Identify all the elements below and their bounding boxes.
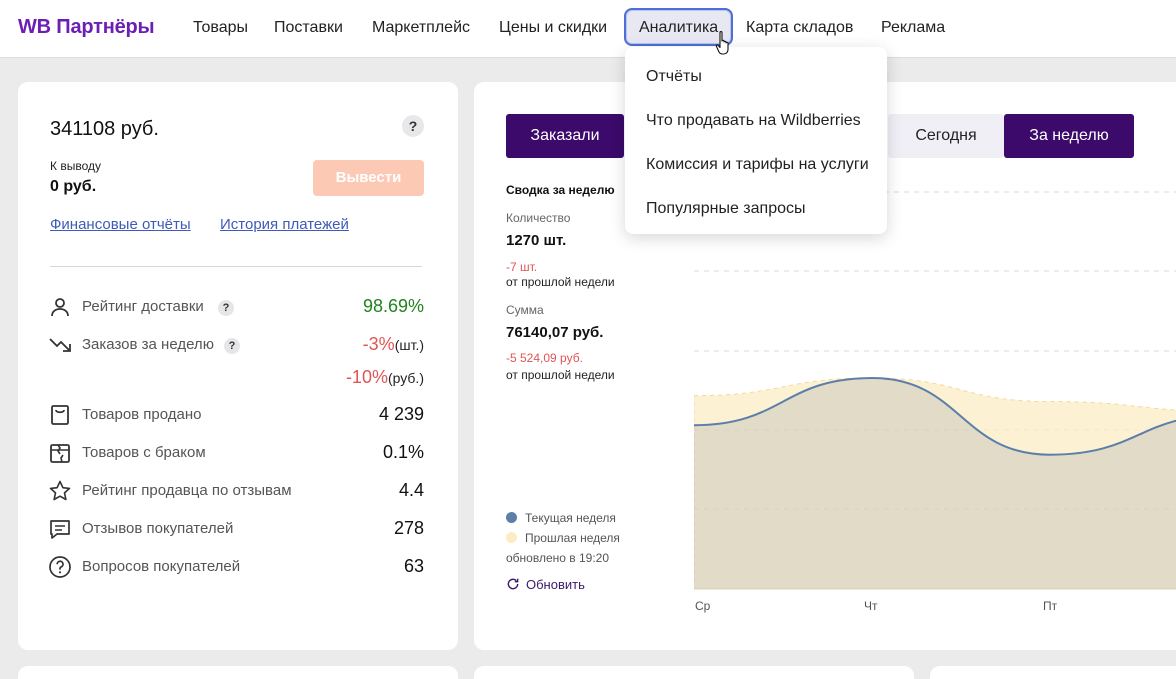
refresh-button[interactable]: Обновить bbox=[506, 577, 585, 592]
legend-previous-label: Прошлая неделя bbox=[525, 531, 620, 545]
sum-label: Сумма bbox=[506, 303, 544, 317]
stat-goods-sold: Товаров продано 4 239 bbox=[48, 403, 424, 429]
stat-delivery-rating: Рейтинг доставки ? 98.69% bbox=[48, 295, 424, 321]
refresh-icon bbox=[507, 578, 519, 590]
bag-icon bbox=[51, 405, 69, 425]
sum-note: от прошлой недели bbox=[506, 368, 615, 382]
count-delta: -7 шт. bbox=[506, 260, 538, 274]
stat-value: -3%(шт.) bbox=[363, 334, 424, 355]
menu-item-popular-queries[interactable]: Популярные запросы bbox=[646, 200, 806, 217]
trend-down-icon bbox=[49, 338, 71, 352]
analytics-dropdown-menu: Отчёты Что продавать на Wildberries Коми… bbox=[625, 47, 887, 234]
legend-current-label: Текущая неделя bbox=[525, 511, 616, 525]
withdraw-label: К выводу bbox=[50, 159, 101, 173]
menu-item-commission[interactable]: Комиссия и тарифы на услуги bbox=[646, 156, 869, 173]
withdraw-value: 0 руб. bbox=[50, 178, 97, 195]
top-nav-bar: WB Партнёры Товары Поставки Маркетплейс … bbox=[0, 0, 1176, 58]
comment-icon bbox=[50, 520, 70, 539]
menu-item-what-to-sell[interactable]: Что продавать на Wildberries bbox=[646, 112, 861, 129]
count-note: от прошлой недели bbox=[506, 275, 615, 289]
tab-today[interactable]: Сегодня bbox=[888, 114, 1004, 158]
orders-sum-delta: -10% bbox=[345, 367, 388, 387]
stat-seller-rating: Рейтинг продавца по отзывам 4.4 bbox=[48, 479, 424, 505]
nav-warehouse-map[interactable]: Карта складов bbox=[746, 19, 854, 36]
stat-label: Рейтинг доставки bbox=[82, 298, 204, 315]
balance-card: 341108 руб. ? К выводу 0 руб. Вывести Фи… bbox=[18, 82, 458, 650]
stat-value: -10%(руб.) bbox=[346, 367, 424, 388]
stat-defective-goods: Товаров с браком 0.1% bbox=[48, 441, 424, 467]
stat-weekly-orders: Заказов за неделю ? -3%(шт.) bbox=[48, 333, 424, 359]
count-value: 1270 шт. bbox=[506, 232, 567, 249]
updated-time: обновлено в 19:20 bbox=[506, 551, 609, 565]
question-icon bbox=[49, 556, 71, 578]
sum-value: 76140,07 руб. bbox=[506, 324, 604, 341]
nav-marketplace[interactable]: Маркетплейс bbox=[372, 19, 471, 36]
stat-value: 4 239 bbox=[378, 404, 424, 424]
help-icon[interactable]: ? bbox=[218, 300, 234, 316]
series-previous-week-area bbox=[694, 377, 1176, 590]
stat-questions: Вопросов покупателей 63 bbox=[48, 555, 424, 581]
menu-item-reports[interactable]: Отчёты bbox=[646, 68, 702, 85]
stat-value: 278 bbox=[393, 518, 424, 538]
orders-chart bbox=[694, 191, 1176, 590]
bottom-card bbox=[18, 666, 458, 679]
person-icon bbox=[51, 298, 69, 317]
divider bbox=[50, 266, 422, 267]
nav-goods[interactable]: Товары bbox=[193, 19, 249, 36]
stat-value: 0.1% bbox=[382, 442, 424, 462]
stat-reviews: Отзывов покупателей 278 bbox=[48, 517, 424, 543]
nav-analytics[interactable]: Аналитика bbox=[624, 8, 734, 46]
stat-weekly-orders-rub: -10%(руб.) bbox=[48, 366, 424, 392]
series-current-week-line bbox=[694, 376, 1176, 456]
stat-label: Отзывов покупателей bbox=[82, 520, 234, 537]
help-icon[interactable]: ? bbox=[224, 338, 240, 354]
payment-history-link[interactable]: История платежей bbox=[220, 216, 349, 233]
chart-series bbox=[694, 376, 1176, 590]
x-tick-label: Пт bbox=[1043, 599, 1058, 613]
star-icon bbox=[49, 480, 71, 501]
broken-box-icon bbox=[50, 444, 70, 463]
balance-help-icon[interactable]: ? bbox=[402, 115, 424, 137]
stat-value: 63 bbox=[403, 556, 424, 576]
orders-sum-unit: (руб.) bbox=[387, 370, 424, 386]
stat-value: 98.69% bbox=[362, 296, 424, 316]
bottom-card bbox=[930, 666, 1176, 679]
summary-title: Сводка за неделю bbox=[506, 183, 615, 197]
legend-previous: Прошлая неделя bbox=[506, 531, 620, 545]
stat-label: Рейтинг продавца по отзывам bbox=[82, 482, 292, 499]
legend-previous-dot bbox=[506, 532, 517, 543]
stat-label: Товаров продано bbox=[82, 406, 202, 423]
count-label: Количество bbox=[506, 211, 571, 225]
hand-cursor-icon bbox=[715, 31, 729, 55]
stat-label: Товаров с браком bbox=[82, 444, 206, 461]
legend-current: Текущая неделя bbox=[506, 511, 616, 525]
bottom-card bbox=[474, 666, 914, 679]
orders-count-unit: (шт.) bbox=[394, 337, 424, 353]
balance-value: 341108 руб. bbox=[50, 118, 159, 140]
tab-orders[interactable]: Заказали bbox=[506, 114, 624, 158]
withdraw-button[interactable]: Вывести bbox=[313, 160, 424, 196]
logo[interactable]: WB Партнёры bbox=[18, 16, 155, 38]
stat-label: Заказов за неделю bbox=[82, 336, 214, 353]
x-tick-label: Чт bbox=[864, 599, 878, 613]
legend-current-dot bbox=[506, 512, 517, 523]
stat-value: 4.4 bbox=[398, 480, 424, 500]
stat-label: Вопросов покупателей bbox=[82, 558, 241, 575]
series-current-week-area bbox=[694, 378, 1176, 589]
refresh-label: Обновить bbox=[526, 577, 585, 592]
x-tick-label: Ср bbox=[695, 599, 711, 613]
sum-delta: -5 524,09 руб. bbox=[506, 351, 583, 365]
nav-prices[interactable]: Цены и скидки bbox=[499, 19, 608, 36]
financial-reports-link[interactable]: Финансовые отчёты bbox=[50, 216, 191, 233]
orders-count-delta: -3% bbox=[362, 334, 395, 354]
tab-week[interactable]: За неделю bbox=[1004, 114, 1134, 158]
nav-ads[interactable]: Реклама bbox=[881, 19, 946, 36]
nav-supplies[interactable]: Поставки bbox=[274, 19, 343, 36]
